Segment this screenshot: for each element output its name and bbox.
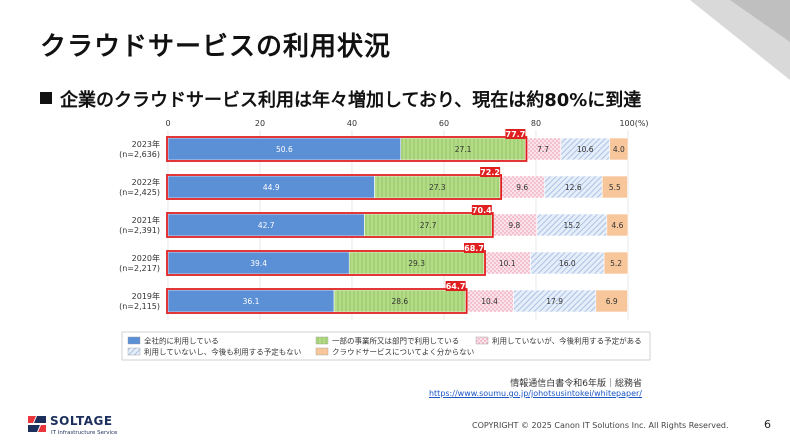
bar-value-label: 27.3 [429, 183, 446, 192]
highlight-total-label: 72.2 [480, 168, 500, 177]
category-n-label: (n=2,217) [119, 264, 160, 273]
category-n-label: (n=2,425) [119, 188, 160, 197]
bar-value-label: 36.1 [243, 297, 260, 306]
highlight-tag [445, 281, 466, 291]
legend-swatch [315, 347, 329, 356]
bar-value-label: 27.7 [420, 221, 437, 230]
category-year-label: 2022年 [132, 177, 160, 187]
highlight-box [166, 136, 528, 162]
bar-value-label: 28.6 [391, 297, 408, 306]
category-year-label: 2021年 [132, 215, 160, 225]
subtitle-text: 企業のクラウドサービス利用は年々増加しており、現在は約80%に到達 [60, 90, 642, 111]
bar-value-label: 10.1 [499, 259, 516, 268]
legend-label: 利用していないし、今後も利用する予定もない [144, 347, 301, 357]
bar-segment [603, 251, 629, 275]
bar-value-label: 5.5 [609, 183, 621, 192]
bar-value-label: 9.8 [508, 221, 520, 230]
legend-label: 全社的に利用している [144, 336, 219, 346]
legend-label: 利用していないが、今後利用する予定がある [492, 336, 642, 346]
x-tick-label: 100(%) [619, 119, 648, 128]
bullet-square-icon [40, 92, 52, 104]
x-axis-ticks: 0 20 40 60 80 100(%) [165, 119, 648, 128]
category-year-label: 2019年 [132, 291, 160, 301]
bar-segment [601, 175, 628, 199]
category-year-label: 2020年 [132, 253, 160, 263]
bar-value-label: 10.6 [577, 145, 594, 154]
source-link[interactable]: https://www.soumu.go.jp/johotsusintokei/… [428, 389, 642, 398]
bar-value-label: 5.2 [610, 259, 622, 268]
highlight-tag [480, 167, 501, 177]
page-subtitle: 企業のクラウドサービス利用は年々増加しており、現在は約80%に到達 [40, 86, 641, 112]
bar-value-label: 15.2 [564, 221, 581, 230]
bar-value-label: 29.3 [408, 259, 425, 268]
bar-value-label: 12.6 [565, 183, 582, 192]
bar-value-label: 7.7 [537, 145, 549, 154]
highlight-total-label: 64.7 [446, 282, 466, 291]
highlight-tag [505, 129, 526, 139]
legend: 全社的に利用している 一部の事業所又は部門で利用している 利用していないが、今後利用… [121, 331, 651, 361]
bar-value-label: 50.6 [276, 145, 293, 154]
logo-tagline: IT Infrastructure Service [51, 430, 118, 436]
bar-value-label: 4.6 [611, 221, 623, 230]
highlight-tag [464, 243, 485, 253]
highlight-total-label: 68.7 [464, 244, 484, 253]
bar-value-label: 10.4 [481, 297, 498, 306]
soltage-logo-icon [28, 416, 46, 432]
legend-swatch [475, 336, 489, 345]
category-n-label: (n=2,391) [119, 226, 160, 235]
x-tick-label: 60 [439, 119, 449, 128]
bar-value-label: 16.0 [559, 259, 576, 268]
bar-value-label: 44.9 [263, 183, 280, 192]
highlight-box [166, 288, 468, 314]
page-number: 6 [764, 418, 771, 431]
bar-segment [595, 289, 628, 313]
highlight-box [166, 212, 494, 238]
bar-value-label: 17.9 [546, 297, 563, 306]
legend-swatch [127, 347, 141, 356]
legend-swatch [127, 336, 141, 345]
x-tick-label: 80 [531, 119, 541, 128]
bar-value-label: 27.1 [455, 145, 472, 154]
copyright: COPYRIGHT © 2025 Canon IT Solutions Inc.… [472, 421, 729, 430]
highlight-box [166, 250, 486, 276]
legend-label: 一部の事業所又は部門で利用している [332, 336, 459, 346]
highlight-box [166, 174, 503, 200]
bar-value-label: 39.4 [250, 259, 267, 268]
logo-name: SOLTAGE [50, 414, 113, 428]
bar-segment [609, 137, 629, 161]
category-n-label: (n=2,115) [119, 302, 160, 311]
bar-value-label: 6.9 [606, 297, 618, 306]
category-year-label: 2023年 [132, 139, 160, 149]
highlight-tag [471, 205, 492, 215]
x-tick-label: 40 [347, 119, 357, 128]
bar-segment [606, 213, 629, 237]
highlight-total-label: 77.7 [506, 130, 526, 139]
x-tick-label: 0 [165, 119, 170, 128]
bars: 50.6 27.1 7.7 10.6 4.0 77.7 44.9 27.3 9.6 12.6 5.5… [166, 129, 629, 314]
legend-swatch [315, 336, 329, 345]
category-labels: 2023年(n=2,636) 2022年(n=2,425) 2021年(n=2,39… [119, 139, 160, 311]
corner-decoration [690, 0, 790, 80]
category-n-label: (n=2,636) [119, 150, 160, 159]
bar-value-label: 9.6 [516, 183, 528, 192]
x-tick-label: 20 [255, 119, 265, 128]
legend-frame [121, 331, 651, 361]
highlight-total-label: 70.4 [472, 206, 492, 215]
bar-value-label: 4.0 [613, 145, 625, 154]
source-citation: 情報通信白書令和6年版｜総務省 [510, 379, 642, 389]
legend-label: クラウドサービスについてよく分からない [332, 348, 474, 357]
page-title: クラウドサービスの利用状況 [40, 32, 392, 62]
bar-value-label: 42.7 [258, 221, 275, 230]
